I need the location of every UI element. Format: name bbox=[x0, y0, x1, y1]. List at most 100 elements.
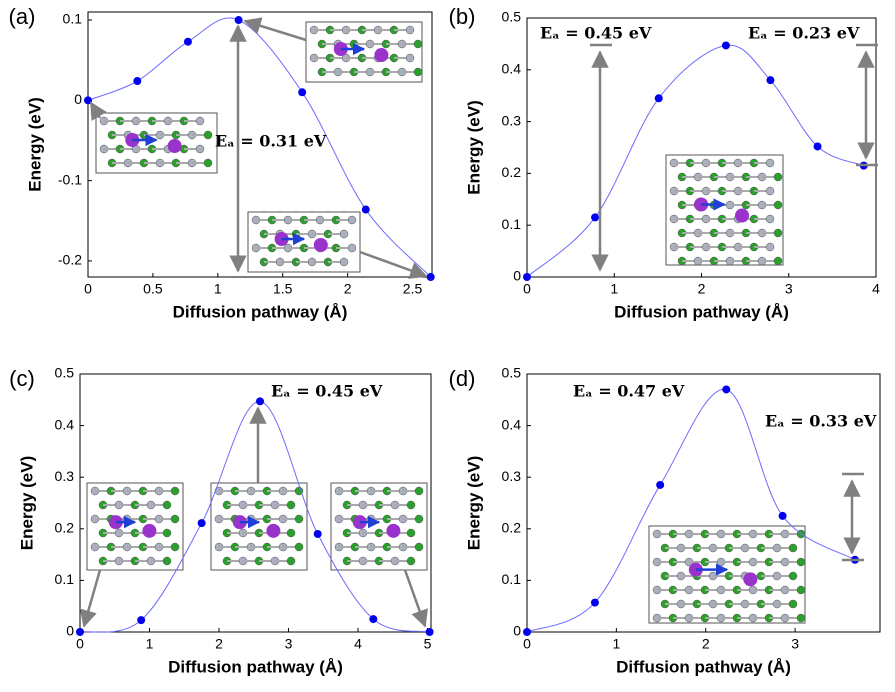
x-tick-label: 3 bbox=[791, 636, 799, 652]
data-point bbox=[722, 385, 730, 393]
atom bbox=[163, 501, 171, 509]
x-axis-title: Diffusion pathway (Å) bbox=[616, 657, 791, 676]
atom bbox=[774, 257, 782, 265]
atom bbox=[348, 216, 356, 224]
atom bbox=[797, 614, 805, 622]
x-tick-label: 4 bbox=[872, 281, 880, 297]
data-point bbox=[314, 530, 322, 538]
atom bbox=[287, 529, 295, 537]
atom bbox=[163, 557, 171, 565]
y-tick-label: 0.2 bbox=[502, 520, 522, 536]
data-point bbox=[655, 94, 663, 102]
y-axis-title: Energy (eV) bbox=[25, 97, 44, 191]
ion bbox=[168, 139, 182, 153]
atom bbox=[287, 557, 295, 565]
data-point bbox=[779, 512, 787, 520]
x-tick-label: 1 bbox=[610, 281, 618, 297]
atom bbox=[766, 187, 774, 195]
annotation: Eₐ = 0.47 eV bbox=[573, 382, 685, 401]
atom bbox=[414, 68, 422, 76]
y-tick-label: 0.4 bbox=[55, 416, 75, 432]
y-tick-label: 0.1 bbox=[63, 11, 83, 27]
y-tick-label: 0 bbox=[66, 623, 74, 639]
y-tick-label: 0.5 bbox=[502, 365, 522, 381]
panel-label: (c) bbox=[9, 366, 35, 391]
ion bbox=[743, 572, 757, 586]
data-point bbox=[523, 628, 531, 636]
data-point bbox=[235, 16, 243, 24]
atom bbox=[415, 487, 423, 495]
data-point bbox=[814, 142, 822, 150]
annotation: Eₐ = 0.33 eV bbox=[765, 412, 877, 431]
atom bbox=[415, 515, 423, 523]
figure: 00.511.522.50.10-0.1-0.2Diffusion pathwa… bbox=[0, 0, 895, 692]
atom bbox=[348, 244, 356, 252]
x-axis-title: Diffusion pathway (Å) bbox=[168, 657, 343, 676]
y-tick-label: 0.3 bbox=[55, 468, 75, 484]
ion bbox=[142, 524, 156, 538]
inset bbox=[666, 155, 783, 265]
annotation: Eₐ = 0.45 eV bbox=[540, 24, 652, 43]
atom bbox=[789, 544, 797, 552]
y-axis-title: Energy (eV) bbox=[17, 456, 36, 550]
y-tick-label: 0.2 bbox=[55, 520, 75, 536]
y-tick-label: 0 bbox=[513, 268, 521, 284]
data-point bbox=[591, 213, 599, 221]
x-tick-label: 0 bbox=[76, 636, 84, 652]
atom bbox=[163, 529, 171, 537]
inset bbox=[87, 483, 183, 570]
inset bbox=[248, 212, 360, 272]
ion bbox=[314, 238, 328, 252]
atom bbox=[789, 600, 797, 608]
ion bbox=[735, 209, 749, 223]
atom bbox=[766, 159, 774, 167]
x-tick-label: 2 bbox=[344, 281, 352, 297]
data-point bbox=[133, 77, 141, 85]
inset bbox=[649, 526, 805, 623]
atom bbox=[204, 131, 212, 139]
annotation: Eₐ = 0.31 eV bbox=[215, 132, 327, 151]
data-point bbox=[591, 599, 599, 607]
x-tick-label: 2.5 bbox=[403, 281, 423, 297]
y-tick-label: 0.4 bbox=[502, 61, 522, 77]
atom bbox=[789, 572, 797, 580]
atom bbox=[407, 529, 415, 537]
y-tick-label: 0.3 bbox=[502, 468, 522, 484]
atom bbox=[766, 243, 774, 251]
x-tick-label: 1 bbox=[214, 281, 222, 297]
atom bbox=[766, 215, 774, 223]
panel-label: (a) bbox=[9, 4, 36, 29]
inset bbox=[331, 483, 427, 570]
data-point bbox=[656, 481, 664, 489]
x-tick-label: 0 bbox=[523, 281, 531, 297]
y-tick-label: -0.2 bbox=[58, 252, 82, 268]
atom bbox=[407, 501, 415, 509]
inset bbox=[211, 483, 307, 570]
panel-label: (b) bbox=[449, 4, 476, 29]
y-tick-label: 0.5 bbox=[502, 9, 522, 25]
y-axis-title: Energy (eV) bbox=[464, 100, 483, 194]
atom bbox=[171, 543, 179, 551]
data-point bbox=[137, 616, 145, 624]
atom bbox=[406, 54, 414, 62]
x-tick-label: 3 bbox=[785, 281, 793, 297]
panel-label: (d) bbox=[449, 366, 476, 391]
y-tick-label: 0 bbox=[74, 91, 82, 107]
ion bbox=[374, 48, 388, 62]
inset bbox=[96, 113, 217, 173]
atom bbox=[797, 586, 805, 594]
data-point bbox=[198, 519, 206, 527]
data-point bbox=[362, 206, 370, 214]
atom bbox=[287, 501, 295, 509]
data-point bbox=[298, 88, 306, 96]
atom bbox=[171, 487, 179, 495]
data-point bbox=[184, 38, 192, 46]
x-axis-title: Diffusion pathway (Å) bbox=[173, 302, 348, 321]
ion bbox=[266, 524, 280, 538]
y-axis-title: Energy (eV) bbox=[464, 456, 483, 550]
annotation: Eₐ = 0.45 eV bbox=[271, 382, 383, 401]
y-tick-label: -0.1 bbox=[58, 171, 82, 187]
data-point bbox=[766, 76, 774, 84]
atom bbox=[414, 40, 422, 48]
atom bbox=[204, 159, 212, 167]
